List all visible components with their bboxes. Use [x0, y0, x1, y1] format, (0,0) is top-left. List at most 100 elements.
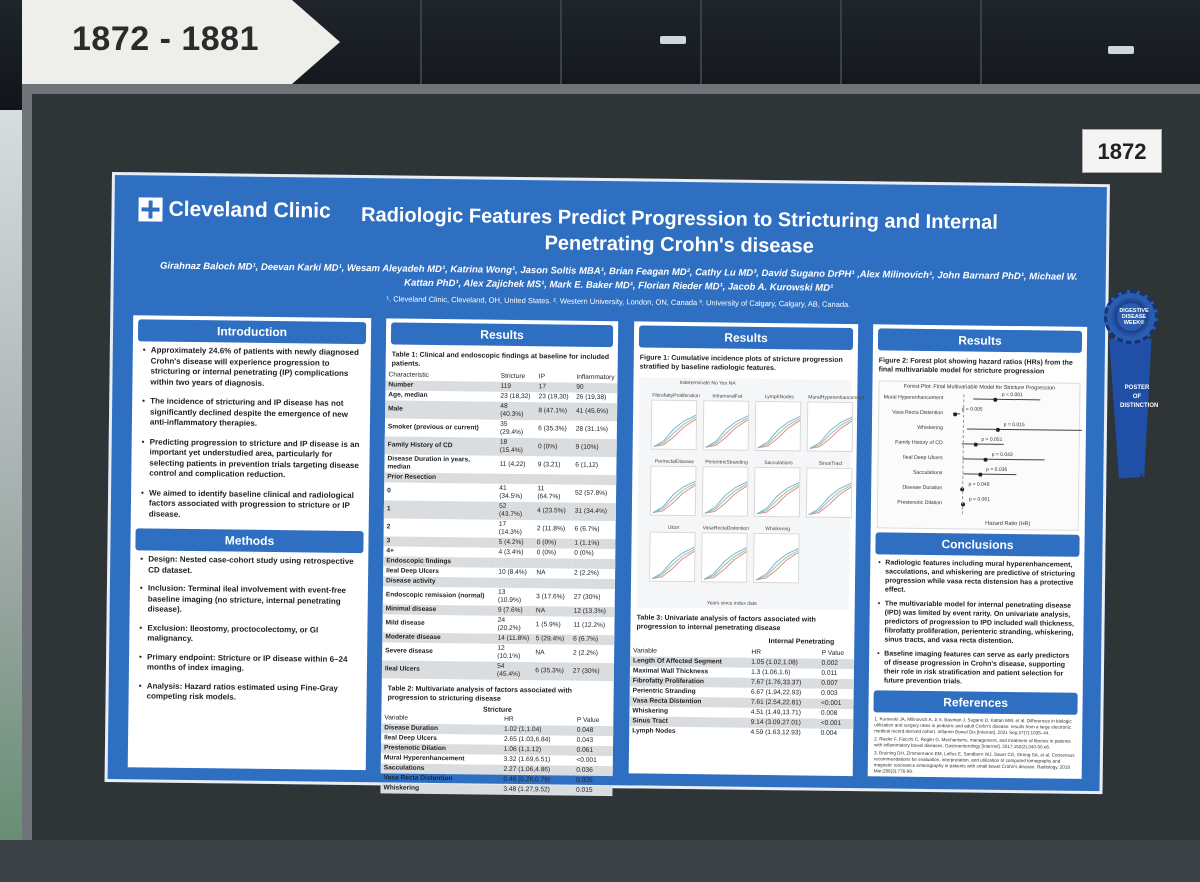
introduction-heading: Introduction — [137, 319, 367, 345]
table-cell — [496, 473, 535, 485]
panel-label: SinusTract — [818, 460, 843, 467]
table-cell: 0.036 — [573, 765, 613, 777]
table-cell: 0.048 — [573, 725, 614, 737]
forest-pvalue: p < 0.001 — [1001, 391, 1023, 399]
table-cell: Whiskering — [380, 783, 501, 795]
table-cell: 9 (7.6%) — [494, 605, 534, 617]
incidence-panel: IntramuralFat — [702, 393, 750, 451]
table-cell: 90 — [573, 382, 618, 394]
poster-of-distinction-ribbon: DIGESTIVE DISEASE WEEK® POSTER OF DISTIN… — [1100, 288, 1164, 479]
table-cell: Disease Duration in years, median — [387, 455, 471, 471]
incidence-curve — [809, 416, 853, 449]
figure1-panels: Indeterminate No Yes NA FibrofattyProlife… — [636, 377, 864, 611]
forest-row-label: Ileal Deep Ulcers — [903, 454, 943, 462]
table-cell: 54 (45.4%) — [493, 661, 533, 681]
table-cell: 0 (0%) — [534, 438, 573, 457]
incidence-curve — [755, 551, 799, 581]
introduction-item: The incidence of stricturing and IP dise… — [142, 396, 362, 430]
table-cell: Ileal Ulcers — [381, 660, 495, 680]
table-cell: 0 (0%) — [536, 549, 557, 557]
table-cell: 0.002 — [818, 658, 855, 670]
table-cell: 18 (15.4%) — [496, 437, 536, 457]
incidence-curve — [703, 549, 747, 580]
panel-label: FibrofattyProliferation — [652, 392, 700, 400]
methods-list: Design: Nested case-cohort study using r… — [129, 554, 369, 704]
conclusion-item: Baseline imaging features can serve as e… — [877, 649, 1077, 687]
table-cell: 4 (3.4%) — [498, 548, 524, 557]
table-cell: 0.003 — [821, 689, 838, 697]
poster-header: Cleveland Clinic Radiologic Features Pre… — [113, 175, 1107, 327]
intro-methods-column: Introduction Approximately 24.6% of pati… — [127, 315, 372, 771]
forest-pvalue: p = 0.051 — [981, 436, 1003, 443]
forest-ci-bar — [963, 473, 1017, 476]
incidence-curve — [653, 416, 697, 448]
incidence-panel: MuralHyperenhancement — [806, 395, 864, 453]
rosette-text: DIGESTIVE DISEASE WEEK® — [1119, 308, 1149, 326]
table-cell: 9 (10%) — [572, 438, 617, 458]
conclusion-item: Radiologic features including mural hype… — [878, 558, 1078, 596]
table-cell: 11 (4,22) — [499, 460, 526, 469]
incidence-curve — [703, 551, 747, 580]
incidence-panel: Ulcer — [649, 525, 696, 583]
incidence-curve — [757, 415, 801, 449]
forest-pvalue: p = 0.061 — [968, 496, 990, 503]
research-poster: Cleveland Clinic Radiologic Features Pre… — [104, 172, 1110, 797]
table-cell: 5 (4.2%) — [495, 537, 534, 549]
incidence-curve — [808, 482, 852, 515]
panel-label: Ulcer — [667, 524, 680, 531]
incidence-panel: Whiskering — [753, 526, 800, 584]
table-cell: 6 (35.3%) — [532, 662, 570, 681]
table-cell: 10 (8.4%) — [498, 568, 527, 577]
forest-plot-xlabel: Hazard Ratio (HR) — [985, 520, 1031, 528]
table-cell: 41 (45.6%) — [572, 402, 618, 422]
table-cell: 28 (31.1%) — [575, 425, 609, 434]
incidence-curve — [756, 485, 800, 515]
table-cell: Male — [385, 400, 498, 420]
table-cell: 0.007 — [818, 678, 854, 690]
table-cell: 13 (10.9%) — [497, 588, 522, 605]
forest-point — [978, 472, 983, 477]
table3: Variable HR P Value Length Of Affected Segm… — [629, 646, 855, 739]
figure2-caption: Figure 2: Forest plot showing hazard rat… — [878, 357, 1073, 376]
table-cell: 24 (20.2%) — [497, 616, 521, 633]
table-cell: 26 (19,38) — [576, 393, 607, 402]
forest-ci-bar — [962, 458, 1045, 461]
table-cell: 0.011 — [821, 669, 838, 677]
table-cell: P Value — [821, 649, 845, 657]
conclusion-item: The multivariable model for internal pen… — [877, 599, 1078, 646]
table-cell: 0.043 — [576, 736, 594, 744]
table-cell: 8 (47.1%) — [535, 402, 574, 421]
forest-reference-line — [961, 394, 965, 515]
forest-ci-bar — [972, 398, 1041, 401]
forest-point — [983, 457, 988, 462]
table-cell — [572, 474, 617, 486]
forest-plot: Forest Plot: Final Multivariable Model f… — [876, 380, 1083, 531]
incidence-panel: PerientricStranding — [701, 459, 749, 517]
panel-label: PerirectalDisease — [654, 458, 695, 466]
cleveland-clinic-logo: Cleveland Clinic — [138, 197, 331, 223]
table-cell — [533, 578, 571, 589]
forest-row-label: Mural Hyperenhancement — [883, 394, 944, 402]
forest-row-label: Family History of CD — [895, 439, 943, 447]
incidence-panel: LymphNodes — [754, 394, 802, 452]
clinic-cross-icon — [138, 197, 163, 222]
table-cell: 0 (0%) — [574, 549, 594, 557]
table-cell: <0.001 — [817, 698, 854, 710]
forest-ci-bar — [966, 428, 1083, 431]
panel-label: IntramuralFat — [712, 393, 743, 400]
references-heading: References — [873, 690, 1078, 715]
forest-row-label: Disease Duration — [902, 484, 943, 492]
table-cell: IP — [538, 373, 546, 381]
incidence-curve — [705, 419, 749, 448]
table-cell: 2 — [386, 523, 391, 531]
incidence-curve — [653, 418, 697, 448]
incidence-curve — [704, 485, 748, 514]
table-cell: 0.061 — [573, 745, 614, 757]
table-row: Lymph Nodes 4.59 (1.63,12.93) 0.004 — [629, 726, 853, 739]
incidence-curve — [704, 483, 748, 514]
table-cell: 2 (2.2%) — [572, 649, 598, 657]
table-cell: 119 — [497, 381, 536, 393]
table-cell: 11 (12.2%) — [573, 621, 606, 630]
incidence-curve — [757, 417, 801, 449]
